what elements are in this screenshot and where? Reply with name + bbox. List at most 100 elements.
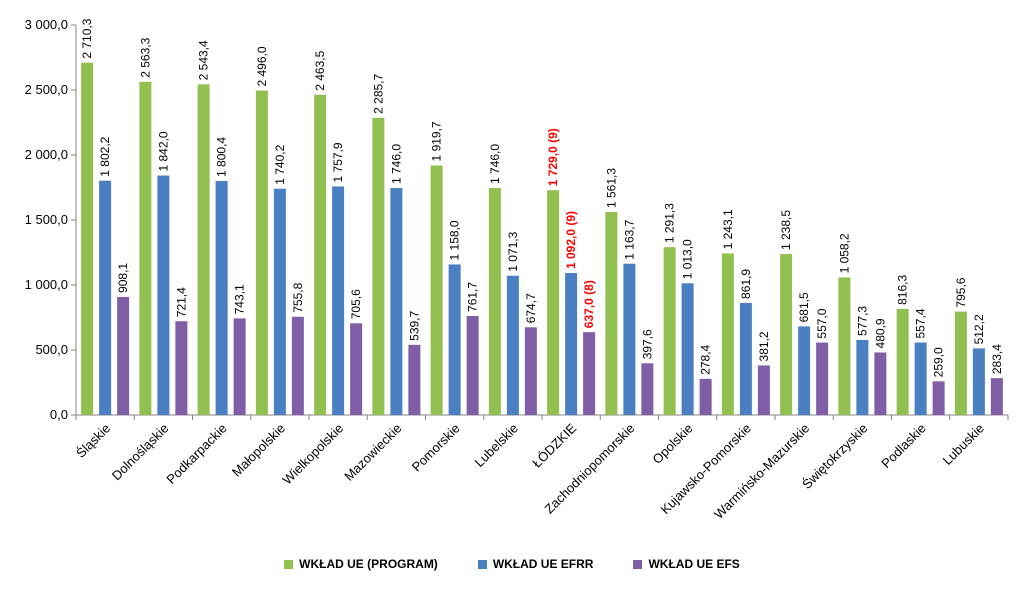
category-label-3: Małopolskie xyxy=(229,421,288,480)
bar-2-5 xyxy=(408,344,421,415)
bar-0-11 xyxy=(721,253,734,415)
bar-1-10 xyxy=(681,283,694,415)
data-label-1-6: 1 158,0 xyxy=(448,220,462,260)
data-label-0-12: 1 238,5 xyxy=(779,210,793,250)
data-label-2-2: 743,1 xyxy=(233,284,247,314)
data-label-1-8: 1 092,0 (9) xyxy=(564,211,578,269)
bar-1-1 xyxy=(157,175,170,415)
legend-item-program: WKŁAD UE (PROGRAM) xyxy=(284,557,438,571)
legend: WKŁAD UE (PROGRAM) WKŁAD UE EFRR WKŁAD U… xyxy=(0,557,1024,571)
bar-0-4 xyxy=(314,94,327,416)
bar-0-0 xyxy=(81,62,94,415)
bar-0-7 xyxy=(488,188,501,415)
bars xyxy=(81,62,1003,416)
bar-0-6 xyxy=(430,165,443,415)
data-label-1-4: 1 757,9 xyxy=(331,142,345,182)
data-label-1-9: 1 163,7 xyxy=(622,219,636,259)
data-label-2-8: 637,0 (8) xyxy=(582,280,596,328)
legend-item-efs: WKŁAD UE EFS xyxy=(633,557,740,571)
data-label-1-10: 1 013,0 xyxy=(681,239,695,279)
data-label-0-11: 1 243,1 xyxy=(721,209,735,249)
bar-0-9 xyxy=(605,212,618,415)
bar-1-7 xyxy=(506,275,519,415)
data-label-2-9: 397,6 xyxy=(640,329,654,359)
legend-label-efrr: WKŁAD UE EFRR xyxy=(492,557,594,571)
data-label-0-0: 2 710,3 xyxy=(80,18,94,58)
bar-1-14 xyxy=(914,342,927,415)
bar-2-12 xyxy=(816,342,829,415)
bar-1-5 xyxy=(390,188,403,415)
bar-2-10 xyxy=(699,378,712,415)
data-label-1-1: 1 842,0 xyxy=(156,131,170,171)
category-label-6: Pomorskie xyxy=(409,421,463,475)
data-label-0-4: 2 463,5 xyxy=(313,50,327,90)
bar-2-9 xyxy=(641,363,654,415)
data-label-0-3: 2 496,0 xyxy=(255,46,269,86)
bar-1-6 xyxy=(448,264,461,415)
data-label-0-9: 1 561,3 xyxy=(604,168,618,208)
data-label-1-2: 1 800,4 xyxy=(215,137,229,177)
y-tick-label: 2 000,0 xyxy=(25,147,68,162)
category-label-14: Podlaskie xyxy=(878,421,928,471)
y-tick-label: 3 000,0 xyxy=(25,17,68,32)
data-label-2-3: 755,8 xyxy=(291,282,305,312)
data-label-1-15: 512,2 xyxy=(972,314,986,344)
bar-2-15 xyxy=(990,378,1003,415)
data-label-2-5: 539,7 xyxy=(407,310,421,340)
category-label-4: Wielkopolskie xyxy=(279,421,346,488)
bar-1-0 xyxy=(99,180,112,415)
bar-1-8 xyxy=(565,273,578,415)
bar-1-12 xyxy=(798,326,811,415)
legend-swatch-efrr xyxy=(477,559,487,569)
data-label-0-2: 2 543,4 xyxy=(197,40,211,80)
bar-0-12 xyxy=(780,253,793,415)
bar-0-15 xyxy=(954,311,967,415)
bar-0-8 xyxy=(547,190,560,415)
bar-2-6 xyxy=(466,315,479,415)
x-axis xyxy=(75,414,1009,420)
bar-1-9 xyxy=(623,263,636,415)
category-label-2: Podkarpackie xyxy=(163,421,229,487)
bar-0-5 xyxy=(372,117,385,415)
data-labels: 2 710,3 1 802,2 908,1 2 563,3 1 842,0 721,4 2 … xyxy=(80,18,1004,377)
data-label-1-13: 577,3 xyxy=(855,306,869,336)
bar-1-15 xyxy=(972,348,985,415)
data-label-1-7: 1 071,3 xyxy=(506,231,520,271)
bar-2-8 xyxy=(583,332,596,415)
data-label-1-3: 1 740,2 xyxy=(273,144,287,184)
bar-0-14 xyxy=(896,308,909,415)
bar-0-1 xyxy=(139,81,152,415)
y-tick-label: 1 000,0 xyxy=(25,277,68,292)
data-label-1-5: 1 746,0 xyxy=(389,144,403,184)
data-label-0-15: 795,6 xyxy=(954,277,968,307)
bar-1-2 xyxy=(215,180,228,415)
y-axis: 0,0 500,0 1 000,0 1 500,0 2 000,0 2 500,0 3 00… xyxy=(25,17,77,422)
bar-0-2 xyxy=(197,84,210,415)
bar-1-13 xyxy=(856,339,869,415)
legend-label-program: WKŁAD UE (PROGRAM) xyxy=(299,557,438,571)
data-label-2-4: 705,6 xyxy=(349,289,363,319)
data-label-0-6: 1 919,7 xyxy=(430,121,444,161)
bar-2-14 xyxy=(932,381,945,415)
category-label-8: ŁÓDZKIE xyxy=(529,420,579,470)
data-label-0-10: 1 291,3 xyxy=(663,203,677,243)
category-label-7: Lubelskie xyxy=(472,421,521,470)
bar-0-10 xyxy=(663,247,676,415)
y-tick-label: 2 500,0 xyxy=(25,82,68,97)
y-tick-label: 1 500,0 xyxy=(25,212,68,227)
data-label-2-12: 557,0 xyxy=(815,308,829,338)
data-label-0-13: 1 058,2 xyxy=(837,233,851,273)
data-label-0-14: 816,3 xyxy=(896,275,910,305)
bar-2-2 xyxy=(233,318,246,415)
category-label-10: Opolskie xyxy=(649,421,695,467)
data-label-2-6: 761,7 xyxy=(466,282,480,312)
data-label-2-7: 674,7 xyxy=(524,293,538,323)
legend-label-efs: WKŁAD UE EFS xyxy=(648,557,740,571)
y-tick-label: 500,0 xyxy=(35,342,68,357)
legend-item-efrr: WKŁAD UE EFRR xyxy=(477,557,594,571)
data-label-2-0: 908,1 xyxy=(116,263,130,293)
data-label-1-12: 681,5 xyxy=(797,292,811,322)
legend-swatch-efs xyxy=(633,559,643,569)
category-label-15: Lubuskie xyxy=(940,421,987,468)
